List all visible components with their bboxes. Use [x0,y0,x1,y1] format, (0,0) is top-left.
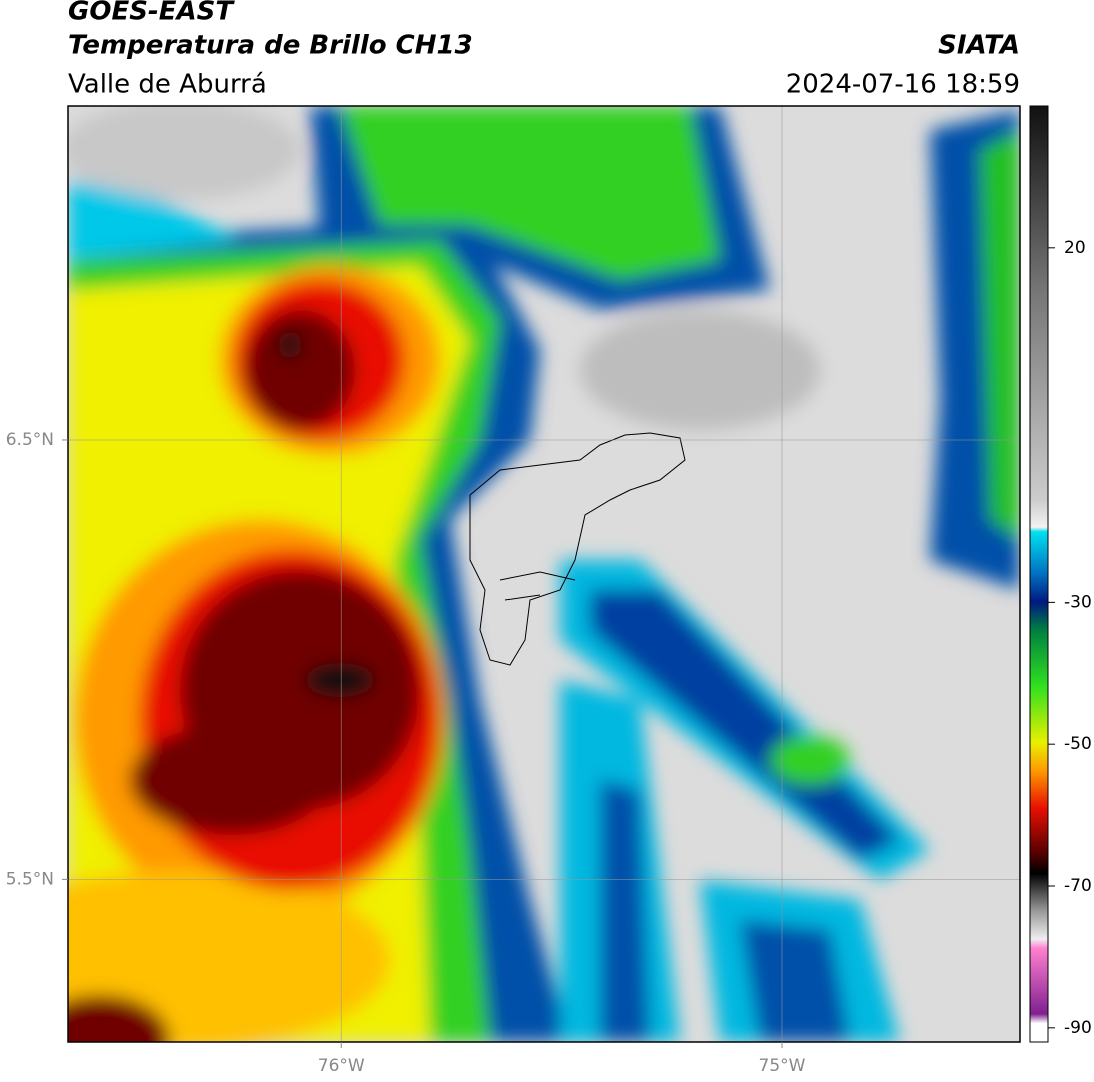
x-tick-label: 75°W [759,1056,806,1076]
y-tick-label: 5.5°N [6,869,54,889]
colorbar-tick-label: -50 [1064,734,1092,754]
subtitle: Temperatura de Brillo CH13 [68,31,473,61]
x-tick-label: 76°W [318,1056,365,1076]
colorbar-tick-label: 20 [1064,238,1086,258]
colorbar [1029,105,1049,1043]
colorbar-tick-label: -30 [1064,592,1092,612]
y-tick-label: 6.5°N [6,430,54,450]
colorbar-tick-label: -70 [1064,876,1092,896]
colorbar-tick-label: -90 [1064,1018,1092,1038]
datetime: 2024-07-16 18:59 [786,70,1020,100]
graticule [68,106,1020,1042]
region: Valle de Aburrá [68,70,267,100]
brand: SIATA [938,31,1020,61]
title: GOES-EAST [68,0,235,27]
map-frame [67,105,1021,1043]
satellite-image [68,106,1020,1042]
